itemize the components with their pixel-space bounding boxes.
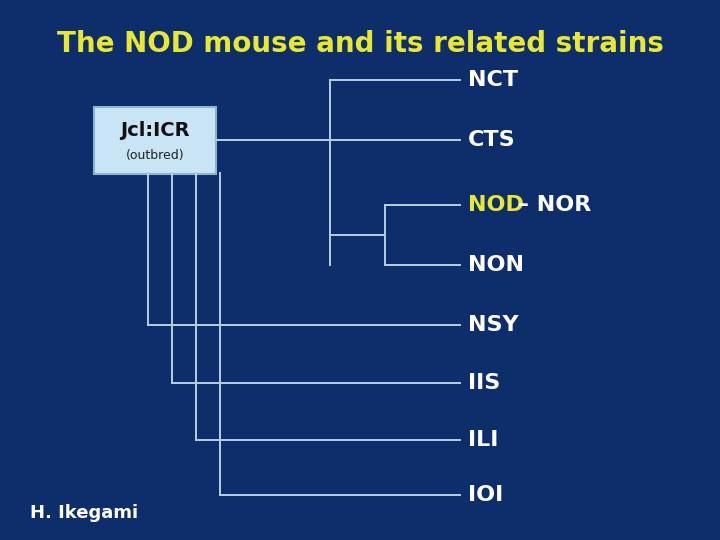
Text: NCT: NCT bbox=[468, 70, 518, 90]
Text: The NOD mouse and its related strains: The NOD mouse and its related strains bbox=[57, 30, 663, 58]
Text: – NOR: – NOR bbox=[510, 195, 591, 215]
Text: NSY: NSY bbox=[468, 315, 518, 335]
Text: NON: NON bbox=[468, 255, 524, 275]
Text: IOI: IOI bbox=[468, 485, 503, 505]
Text: CTS: CTS bbox=[468, 130, 516, 150]
Text: ILI: ILI bbox=[468, 430, 498, 450]
Text: Jcl:ICR: Jcl:ICR bbox=[120, 120, 190, 139]
Text: (outbred): (outbred) bbox=[126, 148, 184, 161]
Text: H. Ikegami: H. Ikegami bbox=[30, 504, 138, 522]
Text: NOD: NOD bbox=[468, 195, 524, 215]
FancyBboxPatch shape bbox=[94, 106, 216, 173]
Text: IIS: IIS bbox=[468, 373, 500, 393]
